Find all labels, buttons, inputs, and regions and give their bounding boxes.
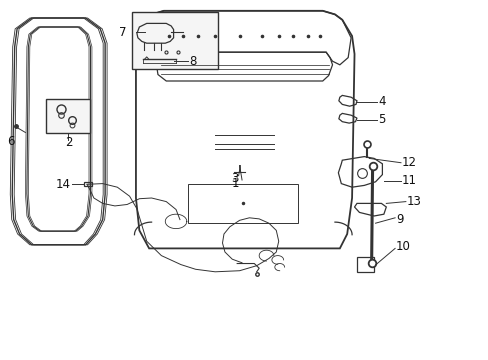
Bar [356,257,373,272]
Text: 4: 4 [377,95,385,108]
Text: 11: 11 [401,174,416,187]
Text: 9: 9 [395,213,403,226]
Text: 2: 2 [64,136,72,149]
Text: 3: 3 [231,172,238,185]
Text: 5: 5 [377,113,385,126]
Bar [132,12,217,69]
Bar [84,182,92,186]
Text: 7: 7 [119,26,126,39]
Text: 8: 8 [189,55,197,68]
Text: 10: 10 [395,240,410,253]
Text: 12: 12 [401,156,416,169]
Text: 6: 6 [7,135,15,148]
Bar [188,184,298,223]
Text: 13: 13 [406,195,421,208]
Bar [46,99,90,133]
Text: 14: 14 [56,178,71,191]
Text: 1: 1 [232,177,239,190]
